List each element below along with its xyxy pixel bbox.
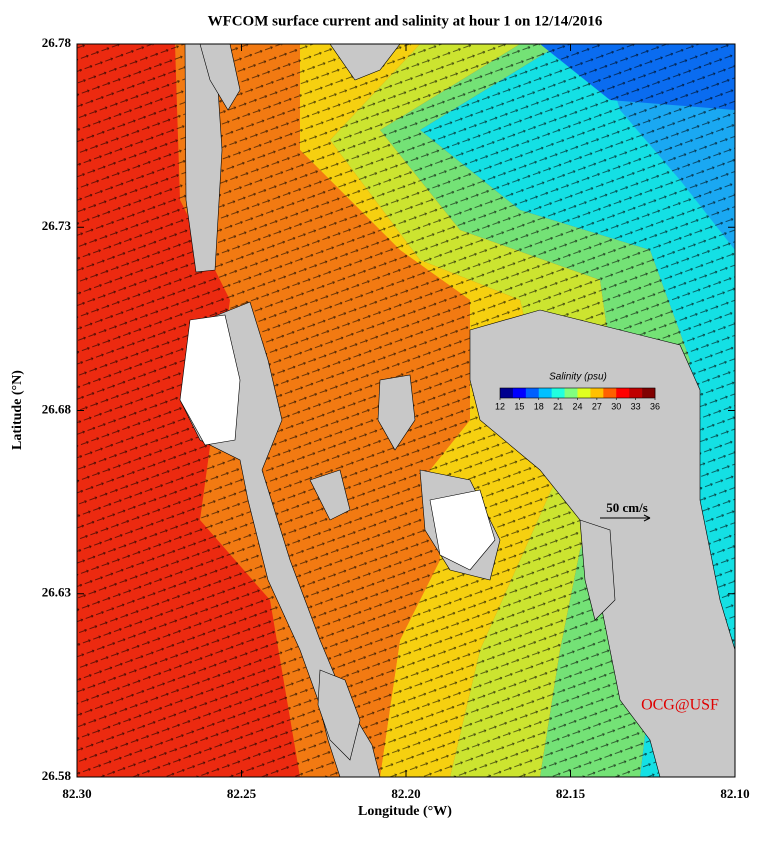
colorbar-swatch (564, 388, 578, 398)
y-tick-label: 26.58 (42, 768, 72, 783)
colorbar-tick-label: 12 (495, 401, 505, 411)
x-tick-label: 82.25 (227, 786, 257, 801)
colorbar-swatch (590, 388, 604, 398)
colorbar-swatch (551, 388, 565, 398)
map-field (77, 44, 735, 777)
colorbar-tick-label: 24 (572, 401, 582, 411)
colorbar-tick-label: 30 (611, 401, 621, 411)
north-shore (329, 44, 401, 81)
credit: OCG@USF (641, 697, 719, 714)
colorbar-tick-label: 33 (631, 401, 641, 411)
chart-title: WFCOM surface current and salinity at ho… (208, 13, 603, 29)
colorbar-swatch (500, 388, 514, 398)
y-tick-label: 26.78 (42, 35, 72, 50)
colorbar-swatch (538, 388, 552, 398)
island (377, 374, 416, 451)
dry-land (179, 314, 496, 571)
colorbar-swatch (577, 388, 591, 398)
x-tick-label: 82.15 (556, 786, 586, 801)
land (179, 44, 735, 777)
colorbar-tick-label: 27 (592, 401, 602, 411)
colorbar-tick-label: 18 (534, 401, 544, 411)
y-tick-label: 26.63 (42, 585, 72, 600)
y-axis-label: Latitude (°N) (10, 370, 25, 450)
colorbar-title: Salinity (psu) (549, 372, 607, 383)
colorbar-swatch (603, 388, 617, 398)
colorbar-tick-label: 15 (514, 401, 524, 411)
x-tick-label: 82.20 (391, 786, 420, 801)
white-land (429, 489, 496, 571)
x-tick-label: 82.10 (720, 786, 749, 801)
y-tick-label: 26.68 (42, 401, 72, 416)
x-axis-label: Longitude (°W) (358, 804, 452, 819)
colorbar-swatch (642, 388, 656, 398)
scale-arrow-head (643, 514, 651, 522)
colorbar-tick-label: 36 (650, 401, 660, 411)
colorbar-swatch (616, 388, 630, 398)
scale-label: 50 cm/s (606, 500, 648, 515)
colorbar: 12 15 18 21 24 27 30 33 36 (495, 387, 660, 411)
x-tick-label: 82.30 (62, 786, 91, 801)
y-tick-label: 26.73 (42, 218, 72, 233)
colorbar-swatch (629, 388, 643, 398)
island (199, 44, 241, 111)
white-land (179, 314, 241, 446)
island (309, 469, 351, 521)
barrier-island (184, 44, 223, 273)
south-island (317, 669, 361, 761)
island (579, 519, 616, 621)
colorbar-swatch (512, 388, 527, 398)
colorbar-swatch (525, 388, 540, 398)
colorbar-tick-label: 21 (553, 401, 563, 411)
